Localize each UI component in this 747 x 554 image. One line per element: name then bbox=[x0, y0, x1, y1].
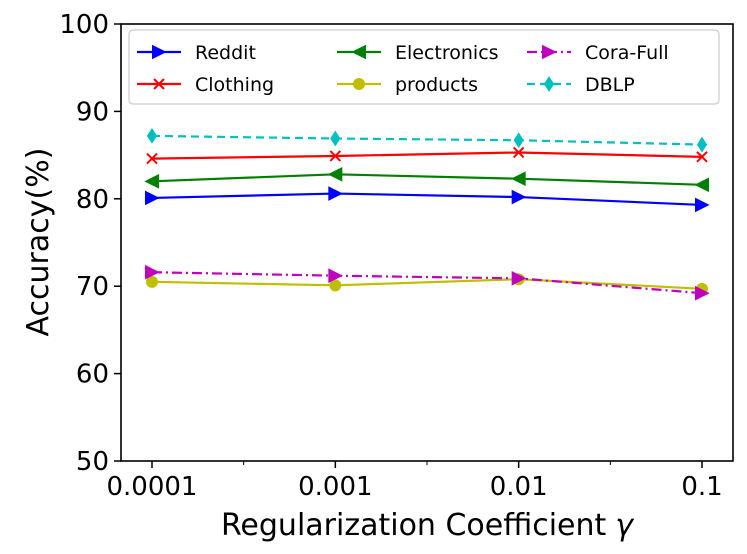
series-line bbox=[151, 278, 703, 290]
series-line bbox=[151, 271, 703, 295]
legend-label: Clothing bbox=[195, 74, 274, 96]
data-point bbox=[146, 275, 158, 288]
y-axis-ticks: 50 60 70 80 90 100 bbox=[59, 10, 121, 477]
legend-marker bbox=[542, 44, 557, 60]
plot-frame bbox=[120, 23, 734, 462]
data-point bbox=[696, 151, 708, 163]
legend-item: Clothing bbox=[137, 74, 274, 96]
legend-item: products bbox=[337, 74, 478, 96]
data-point bbox=[146, 127, 158, 144]
legend-item: Electronics bbox=[337, 42, 499, 64]
data-point bbox=[327, 167, 343, 182]
legend-label: DBLP bbox=[585, 74, 635, 96]
series-layer bbox=[144, 127, 710, 301]
legend-marker bbox=[153, 78, 165, 90]
y-axis-title: Accuracy(%) bbox=[21, 148, 56, 337]
legend: Reddit Clothing Electronics products Cora-Fu… bbox=[128, 29, 720, 105]
legend-item: DBLP bbox=[527, 74, 635, 96]
x-axis-title-symbol: γ bbox=[615, 508, 635, 543]
data-point bbox=[145, 190, 160, 206]
data-point bbox=[146, 152, 158, 165]
y-tick-label: 60 bbox=[76, 360, 109, 390]
legend-item: Cora-Full bbox=[527, 42, 669, 64]
legend-marker bbox=[543, 76, 555, 92]
data-point bbox=[329, 150, 342, 162]
y-tick-label: 70 bbox=[76, 272, 109, 302]
series-line bbox=[151, 192, 703, 207]
data-point bbox=[695, 285, 710, 301]
x-axis-title-text: Regularization Coefficient bbox=[221, 508, 607, 543]
data-point bbox=[511, 171, 526, 187]
data-point bbox=[511, 271, 527, 286]
x-tick-label: 0.01 bbox=[490, 472, 548, 502]
legend-label: Cora-Full bbox=[585, 42, 669, 64]
series-line bbox=[151, 134, 703, 146]
data-point bbox=[328, 268, 343, 284]
legend-marker bbox=[351, 44, 366, 60]
data-point bbox=[145, 264, 160, 280]
series-electronics bbox=[144, 167, 709, 193]
series-line bbox=[151, 151, 703, 160]
data-point bbox=[511, 189, 527, 205]
legend-box bbox=[128, 29, 720, 105]
legend-label: Reddit bbox=[195, 42, 256, 64]
data-point bbox=[329, 279, 342, 292]
series-cora-full bbox=[145, 264, 710, 301]
data-point bbox=[144, 174, 159, 189]
data-point bbox=[328, 186, 343, 201]
data-point bbox=[512, 146, 525, 159]
y-tick-label: 90 bbox=[76, 97, 109, 127]
x-tick-label: 0.001 bbox=[298, 472, 372, 502]
series-dblp bbox=[146, 127, 708, 153]
data-point bbox=[330, 130, 341, 147]
legend-label: products bbox=[395, 74, 478, 96]
y-tick-label: 80 bbox=[76, 185, 109, 215]
data-point bbox=[696, 136, 708, 153]
x-tick-label: 0.1 bbox=[681, 472, 722, 502]
data-point bbox=[513, 132, 524, 149]
legend-marker bbox=[152, 44, 167, 60]
y-tick-label: 100 bbox=[59, 10, 109, 40]
y-tick-label: 50 bbox=[76, 447, 109, 477]
data-point bbox=[694, 177, 709, 193]
series-clothing bbox=[146, 146, 708, 165]
x-tick-label: 0.0001 bbox=[107, 472, 198, 502]
series-line bbox=[151, 173, 703, 186]
legend-label: Electronics bbox=[395, 42, 499, 64]
data-point bbox=[695, 197, 710, 213]
legend-item: Reddit bbox=[137, 42, 256, 64]
x-axis-ticks: 0.0001 0.001 0.01 0.1 bbox=[107, 461, 723, 502]
x-axis-title: Regularization Coefficient γ bbox=[221, 508, 635, 543]
series-reddit bbox=[145, 186, 710, 213]
legend-marker bbox=[353, 78, 365, 90]
